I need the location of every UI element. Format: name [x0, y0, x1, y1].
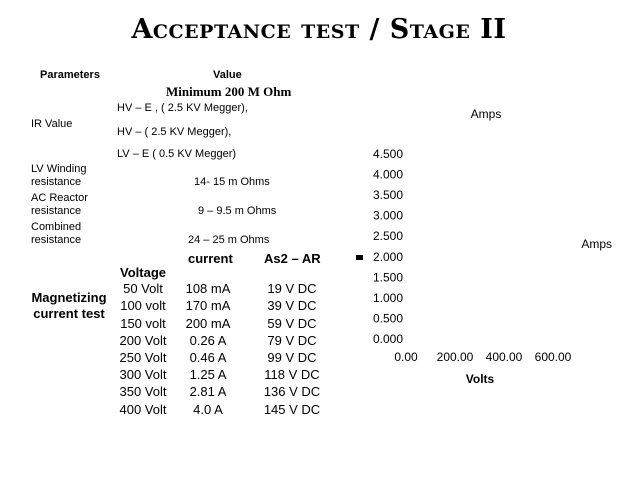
x-tick-label: 0.00 — [394, 350, 418, 364]
as2-cell: 118 V DC — [264, 367, 320, 382]
ac-reactor-label-2: resistance — [31, 205, 82, 217]
voltage-header: Voltage — [120, 265, 166, 280]
current-header: current — [188, 251, 233, 266]
combined-label-2: resistance — [31, 234, 82, 246]
voltage-cell: 400 Volt — [119, 402, 167, 417]
combined-value: 24 – 25 m Ohms — [188, 234, 270, 246]
magnetizing-label: Magnetizing current test — [31, 290, 107, 321]
x-axis-label: Volts — [466, 372, 495, 386]
y-tick-label: 1.000 — [373, 291, 403, 305]
voltage-cell: 350 Volt — [119, 384, 167, 399]
as2-cell: 79 V DC — [267, 333, 317, 348]
y-tick-label: 0.000 — [373, 332, 403, 346]
ir-line-2: HV – ( 2.5 KV Megger), — [117, 126, 232, 138]
as2-cell: 39 V DC — [267, 298, 317, 313]
current-cell: 1.25 A — [189, 367, 227, 382]
current-cell: 108 mA — [185, 281, 231, 296]
current-cell: 170 mA — [185, 298, 231, 313]
ir-line-1: HV – E , ( 2.5 KV Megger), — [117, 102, 248, 114]
x-tick-label: 600.00 — [535, 350, 572, 364]
y-tick-label: 4.500 — [373, 147, 403, 161]
slide-title: Acceptance test / Stage II — [131, 14, 507, 45]
current-cell: 2.81 A — [189, 384, 227, 399]
y-tick-label: 2.000 — [373, 250, 403, 264]
lv-winding-label-2: resistance — [31, 176, 82, 188]
legend-label: Amps — [581, 237, 612, 251]
as2-cell: 19 V DC — [267, 281, 317, 296]
x-tick-label: 400.00 — [486, 350, 523, 364]
lv-winding-value: 14- 15 m Ohms — [194, 176, 270, 188]
value-header: Value — [213, 69, 242, 81]
ir-value-label: IR Value — [31, 118, 73, 130]
x-tick-label: 200.00 — [437, 350, 474, 364]
as2-ar-header: As2 – AR — [264, 251, 321, 266]
as2-cell: 145 V DC — [263, 402, 321, 417]
y-tick-label: 3.000 — [373, 209, 403, 223]
ac-reactor-value: 9 – 9.5 m Ohms — [198, 205, 277, 217]
current-cell: 4.0 A — [193, 402, 223, 417]
current-cell: 0.46 A — [189, 350, 227, 365]
lv-winding-label-1: LV Winding — [31, 163, 87, 175]
chart-title: Amps — [471, 107, 502, 121]
y-tick-label: 3.500 — [373, 188, 403, 202]
as2-cell: 59 V DC — [267, 316, 317, 331]
y-tick-label: 2.500 — [373, 229, 403, 243]
voltage-cell: 50 Volt — [123, 281, 163, 296]
parameters-header: Parameters — [40, 69, 100, 81]
current-cell: 200 mA — [185, 316, 231, 331]
voltage-cell: 100 volt — [120, 298, 166, 313]
y-tick-label: 4.000 — [373, 168, 403, 182]
min-value-text: Minimum 200 M Ohm — [166, 84, 292, 99]
ac-reactor-label-1: AC Reactor — [31, 192, 88, 204]
voltage-cell: 150 volt — [120, 316, 166, 331]
as2-cell: 99 V DC — [267, 350, 317, 365]
as2-cell: 136 V DC — [263, 384, 321, 399]
combined-label-1: Combined — [31, 221, 82, 233]
voltage-cell: 200 Volt — [119, 333, 167, 348]
voltage-cell: 250 Volt — [119, 350, 167, 365]
ir-line-3: LV – E ( 0.5 KV Megger) — [117, 148, 237, 160]
y-tick-label: 0.500 — [373, 311, 403, 325]
y-tick-label: 1.500 — [373, 270, 403, 284]
legend-marker — [356, 255, 363, 260]
current-cell: 0.26 A — [189, 333, 227, 348]
voltage-cell: 300 Volt — [119, 367, 167, 382]
